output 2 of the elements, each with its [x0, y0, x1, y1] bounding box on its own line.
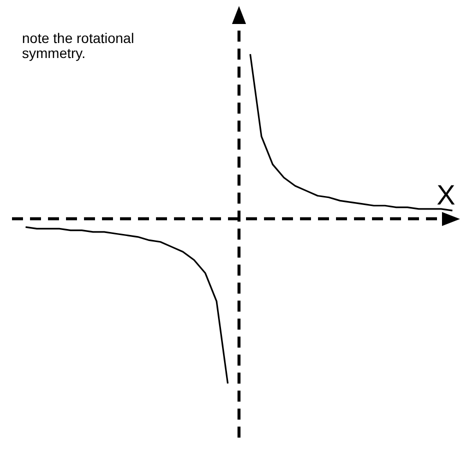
annotation: note the rotational symmetry.: [22, 30, 134, 61]
x-axis-title: X: [436, 180, 456, 211]
